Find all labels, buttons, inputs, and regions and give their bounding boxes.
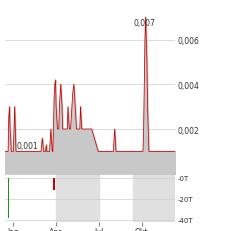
Text: 0,007: 0,007 <box>133 19 155 28</box>
Text: 0,001: 0,001 <box>17 141 38 150</box>
Bar <box>133 174 175 222</box>
Bar <box>54 178 55 191</box>
Bar <box>8 178 9 218</box>
Bar <box>56 174 99 222</box>
